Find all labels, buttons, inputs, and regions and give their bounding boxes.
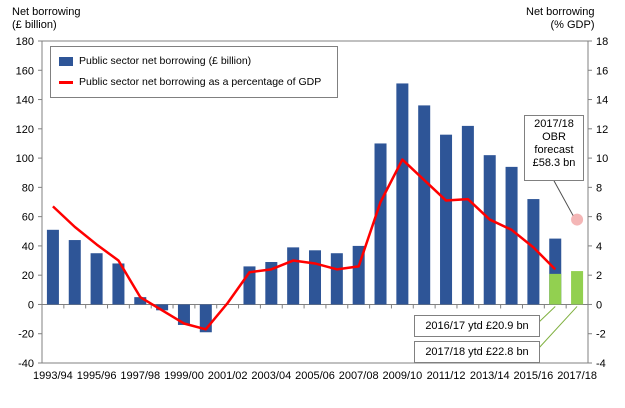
x-tick-label: 2005/06 <box>295 370 335 382</box>
x-tick-label: 2017/18 <box>557 370 597 382</box>
right-tick-label: -2 <box>596 329 606 341</box>
bar <box>308 250 322 305</box>
ytd-2017-connector <box>537 306 578 350</box>
left-tick-label: 20 <box>22 270 34 282</box>
right-tick-label: 0 <box>596 299 602 311</box>
ytd-2016-callout-text: 2016/17 ytd £20.9 bn <box>425 320 529 332</box>
bar <box>156 304 169 311</box>
x-tick-label: 2001/02 <box>208 370 248 382</box>
left-tick-label: 80 <box>22 182 34 194</box>
right-tick-label: 16 <box>596 65 608 77</box>
bar <box>265 262 278 305</box>
bar <box>396 83 409 305</box>
x-tick-label: 2013/14 <box>470 370 510 382</box>
ytd-bar <box>571 271 584 305</box>
bar <box>177 304 190 325</box>
right-tick-label: -4 <box>596 358 606 370</box>
left-tick-label: 140 <box>16 95 34 107</box>
forecast-callout-line4: £58.3 bn <box>532 157 576 169</box>
legend-label-line: Public sector net borrowing as a percent… <box>79 76 322 88</box>
legend-swatch-bars <box>59 56 73 66</box>
x-tick-label: 2007/08 <box>339 370 379 382</box>
right-tick-label: 18 <box>596 36 608 48</box>
bar <box>287 247 300 305</box>
left-tick-label: 60 <box>22 212 34 224</box>
left-axis-title-line1: Net borrowing <box>12 6 81 18</box>
ytd-2016-connector <box>537 306 556 324</box>
right-axis-title-line2: (% GDP) <box>550 19 595 31</box>
right-tick-label: 14 <box>596 95 608 107</box>
x-tick-label: 1993/94 <box>33 370 73 382</box>
right-tick-label: 6 <box>596 212 602 224</box>
bar <box>440 134 453 305</box>
right-tick-label: 4 <box>596 241 602 253</box>
bar <box>330 253 343 305</box>
legend-swatch-line <box>59 80 73 84</box>
right-tick-label: 2 <box>596 270 602 282</box>
x-tick-label: 2015/16 <box>514 370 554 382</box>
left-tick-label: -40 <box>18 358 34 370</box>
x-tick-label: 1997/98 <box>120 370 160 382</box>
left-tick-label: 120 <box>16 124 34 136</box>
bar <box>68 240 81 305</box>
bar <box>112 263 125 305</box>
bar <box>505 166 518 305</box>
left-tick-label: 100 <box>16 153 34 165</box>
x-tick-label: 2011/12 <box>427 370 466 382</box>
bar <box>134 297 147 305</box>
bar <box>418 105 431 305</box>
left-axis-title: Net borrowing (£ billion) <box>12 6 80 32</box>
left-tick-label: 160 <box>16 65 34 77</box>
forecast-callout-line1: 2017/18 <box>534 118 574 130</box>
left-tick-label: 0 <box>28 299 34 311</box>
bar <box>90 253 103 305</box>
forecast-connector <box>552 178 574 216</box>
x-tick-label: 1999/00 <box>164 370 204 382</box>
gdp-line <box>52 158 557 331</box>
right-tick-label: 8 <box>596 182 602 194</box>
legend: Public sector net borrowing (£ billion) … <box>50 46 338 98</box>
right-tick-label: 12 <box>596 124 608 136</box>
bar <box>483 155 496 305</box>
x-tick-label: 2003/04 <box>251 370 291 382</box>
left-axis-title-line2: (£ billion) <box>12 19 57 31</box>
right-tick-label: 10 <box>596 153 608 165</box>
left-tick-label: 40 <box>22 241 34 253</box>
forecast-callout-line2: OBR <box>542 131 566 143</box>
ytd-2017-callout: 2017/18 ytd £22.8 bn <box>414 341 540 363</box>
ytd-2017-callout-text: 2017/18 ytd £22.8 bn <box>425 346 529 358</box>
bar <box>46 229 59 305</box>
plot-frame <box>41 40 589 364</box>
legend-item-line: Public sector net borrowing as a percent… <box>59 76 321 88</box>
left-tick-label: 180 <box>16 36 34 48</box>
bar <box>527 199 540 305</box>
right-axis-title: Net borrowing (% GDP) <box>526 6 594 32</box>
legend-item-bars: Public sector net borrowing (£ billion) <box>59 55 251 67</box>
bar <box>461 125 474 305</box>
right-axis-title-line1: Net borrowing <box>526 6 595 18</box>
ytd-2016-callout: 2016/17 ytd £20.9 bn <box>414 315 540 337</box>
bar <box>374 143 387 305</box>
left-tick-label: -20 <box>18 329 34 341</box>
legend-label-bars: Public sector net borrowing (£ billion) <box>79 55 252 67</box>
forecast-marker <box>571 213 584 226</box>
forecast-callout: 2017/18 OBR forecast £58.3 bn <box>524 115 584 181</box>
x-tick-label: 2009/10 <box>382 370 422 382</box>
forecast-callout-line3: forecast <box>534 144 574 156</box>
x-tick-label: 1995/96 <box>77 370 117 382</box>
ytd-bar <box>549 273 562 305</box>
